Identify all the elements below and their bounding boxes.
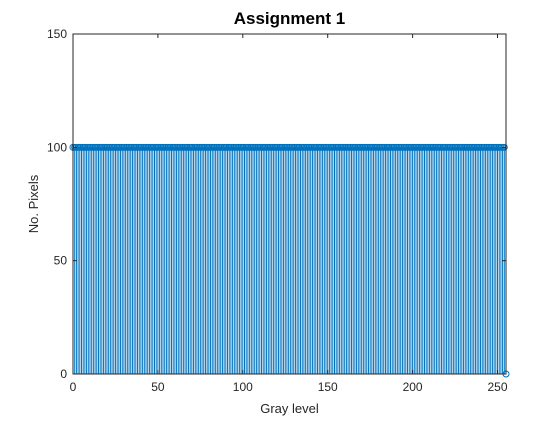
stem-marker (500, 143, 508, 151)
chart-title: Assignment 1 (234, 9, 345, 28)
y-tick-label: 150 (47, 27, 67, 41)
x-tick-label: 150 (318, 380, 338, 394)
plot-box (72, 33, 507, 375)
y-tick-label: 50 (54, 254, 68, 268)
x-axis: 0 50 100 150 200 250 (70, 34, 508, 394)
stem-series (72, 147, 505, 374)
y-axis-label: No. Pixels (26, 174, 41, 233)
x-tick-label: 100 (233, 380, 253, 394)
plot-background (73, 34, 506, 374)
x-tick-label: 250 (487, 380, 507, 394)
stem-markers (69, 143, 510, 378)
x-tick-label: 0 (70, 380, 77, 394)
x-axis-label: Gray level (260, 401, 319, 416)
x-tick-label: 200 (403, 380, 423, 394)
y-tick-label: 100 (47, 140, 67, 154)
y-tick-label: 0 (60, 367, 67, 381)
y-axis: 0 50 100 150 (47, 27, 506, 381)
x-tick-label: 50 (151, 380, 165, 394)
